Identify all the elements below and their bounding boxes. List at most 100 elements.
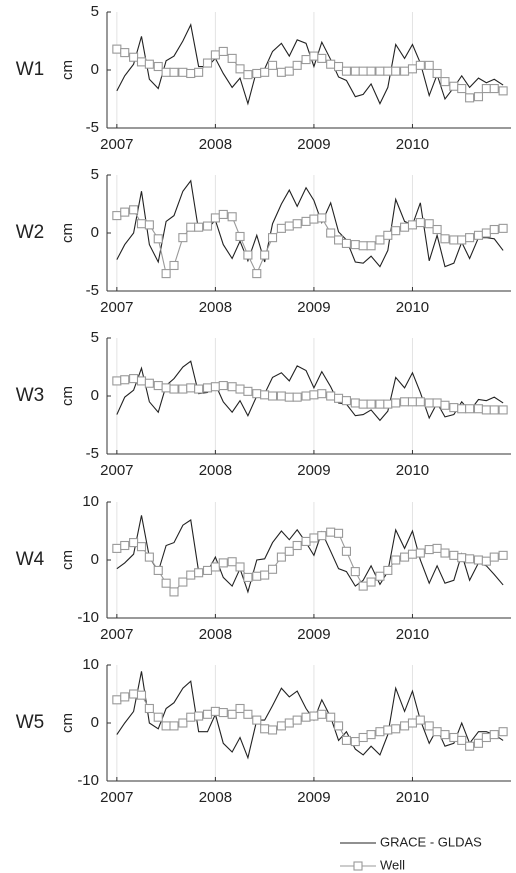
marker: [136, 219, 147, 229]
marker: [350, 567, 360, 577]
marker: [153, 61, 163, 72]
marker: [243, 70, 253, 80]
marker: [358, 399, 368, 409]
marker: [375, 399, 385, 409]
marker: [202, 709, 213, 719]
x-tick-label: 2007: [100, 626, 133, 643]
marker: [276, 67, 286, 77]
marker: [210, 213, 220, 223]
y-tick-label: 5: [91, 3, 99, 20]
marker: [457, 404, 467, 414]
marker: [153, 234, 163, 244]
marker: [465, 93, 475, 103]
marker: [407, 397, 418, 407]
marker: [267, 564, 278, 574]
marker: [440, 77, 450, 87]
marker: [161, 269, 171, 279]
y-tick-label: -5: [86, 282, 99, 299]
marker: [465, 741, 475, 751]
marker: [235, 231, 245, 242]
marker: [120, 48, 130, 58]
marker: [169, 260, 179, 271]
marker: [473, 738, 484, 748]
marker: [489, 552, 499, 562]
marker: [334, 528, 344, 538]
marker: [498, 405, 508, 415]
marker: [210, 706, 220, 716]
marker: [424, 545, 434, 555]
marker: [358, 241, 368, 251]
marker: [144, 552, 154, 562]
y-tick-label: -5: [86, 119, 99, 136]
marker: [218, 46, 228, 56]
marker: [129, 689, 139, 699]
y-tick-label: 0: [91, 551, 99, 568]
marker: [276, 391, 286, 401]
marker: [358, 581, 368, 591]
legend-label: Well: [380, 857, 405, 872]
panel-label: W3: [16, 385, 45, 406]
marker: [366, 577, 376, 587]
marker: [383, 565, 393, 575]
marker: [169, 721, 179, 731]
marker: [481, 405, 491, 415]
marker: [465, 554, 475, 564]
marker: [243, 572, 253, 582]
x-tick-label: 2010: [396, 136, 429, 153]
marker: [309, 51, 319, 61]
marker: [473, 92, 484, 102]
marker: [267, 391, 278, 401]
y-tick-label: -10: [77, 609, 99, 626]
marker: [292, 392, 302, 402]
marker: [449, 235, 459, 245]
y-axis-label: cm: [59, 60, 76, 80]
x-tick-label: 2007: [100, 299, 133, 316]
marker: [169, 384, 179, 394]
marker: [292, 219, 302, 229]
marker: [309, 214, 319, 224]
x-tick-label: 2008: [199, 462, 232, 479]
marker: [449, 403, 459, 413]
marker: [481, 732, 491, 743]
marker: [301, 55, 311, 65]
marker: [350, 398, 360, 408]
marker: [235, 64, 245, 74]
marker: [129, 205, 139, 215]
marker: [383, 230, 393, 240]
marker: [350, 737, 360, 747]
marker: [449, 550, 459, 560]
marker: [424, 60, 434, 70]
marker: [407, 549, 418, 559]
y-tick-label: 10: [82, 493, 99, 510]
marker: [432, 727, 442, 737]
marker: [169, 587, 179, 597]
marker: [481, 556, 491, 566]
x-tick-label: 2009: [297, 789, 330, 806]
marker: [415, 60, 425, 70]
marker: [267, 725, 278, 735]
marker: [432, 224, 442, 235]
marker: [489, 84, 499, 94]
marker: [227, 382, 237, 392]
x-tick-label: 2008: [199, 136, 232, 153]
marker: [415, 397, 425, 407]
marker: [136, 376, 147, 386]
marker: [449, 81, 459, 91]
x-tick-label: 2010: [396, 789, 429, 806]
marker: [317, 53, 327, 63]
marker: [292, 715, 302, 725]
marker: [432, 543, 442, 553]
marker: [375, 571, 385, 581]
marker: [227, 53, 237, 63]
marker: [178, 384, 188, 394]
marker: [112, 376, 122, 386]
y-tick-label: 5: [91, 166, 99, 183]
marker: [341, 735, 351, 745]
marker: [194, 568, 204, 578]
panel-label: W1: [16, 59, 45, 80]
marker: [317, 389, 327, 399]
marker: [301, 216, 311, 226]
x-tick-label: 2008: [199, 626, 232, 643]
marker: [350, 66, 360, 76]
y-axis-label: cm: [59, 550, 76, 570]
